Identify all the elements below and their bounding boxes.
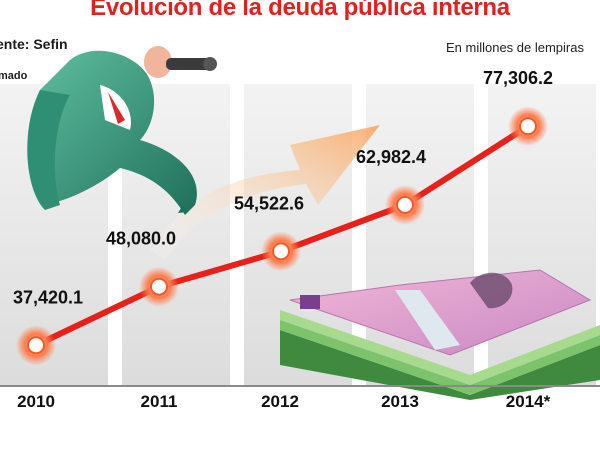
data-label-2012: 54,522.6 <box>234 193 304 213</box>
data-point-2012 <box>261 231 301 272</box>
series-marker-layer <box>16 106 548 366</box>
data-label-2010: 37,420.1 <box>13 287 83 307</box>
data-label-2011: 48,080.0 <box>106 229 176 249</box>
value-label-layer: 37,420.1 48,080.0 54,522.6 62,982.4 77,306.2 <box>13 68 553 307</box>
data-point-2010 <box>16 325 56 366</box>
data-label-2014: 77,306.2 <box>483 68 553 88</box>
x-tick-label-2012: 2012 <box>261 392 299 411</box>
growth-arrow-illustration <box>150 125 380 260</box>
x-axis-line <box>0 385 600 387</box>
x-tick-label-2010: 2010 <box>17 392 55 411</box>
x-tick-label-2011: 2011 <box>140 392 178 411</box>
data-point-2011 <box>139 266 179 307</box>
x-tick-label-2014: 2014* <box>505 392 551 411</box>
source-label: ente: Sefin <box>0 36 68 52</box>
data-point-2014 <box>508 106 548 147</box>
chart-title: Evolución de la deuda pública interna <box>90 0 510 21</box>
data-label-2013: 62,982.4 <box>356 147 426 167</box>
data-point-2013 <box>385 184 425 225</box>
businessman-illustration <box>27 46 217 215</box>
money-stack-illustration <box>280 269 600 400</box>
units-label: En millones de lempiras <box>445 40 584 55</box>
estimate-note: mado <box>0 70 28 82</box>
x-tick-label-2013: 2013 <box>381 392 419 411</box>
